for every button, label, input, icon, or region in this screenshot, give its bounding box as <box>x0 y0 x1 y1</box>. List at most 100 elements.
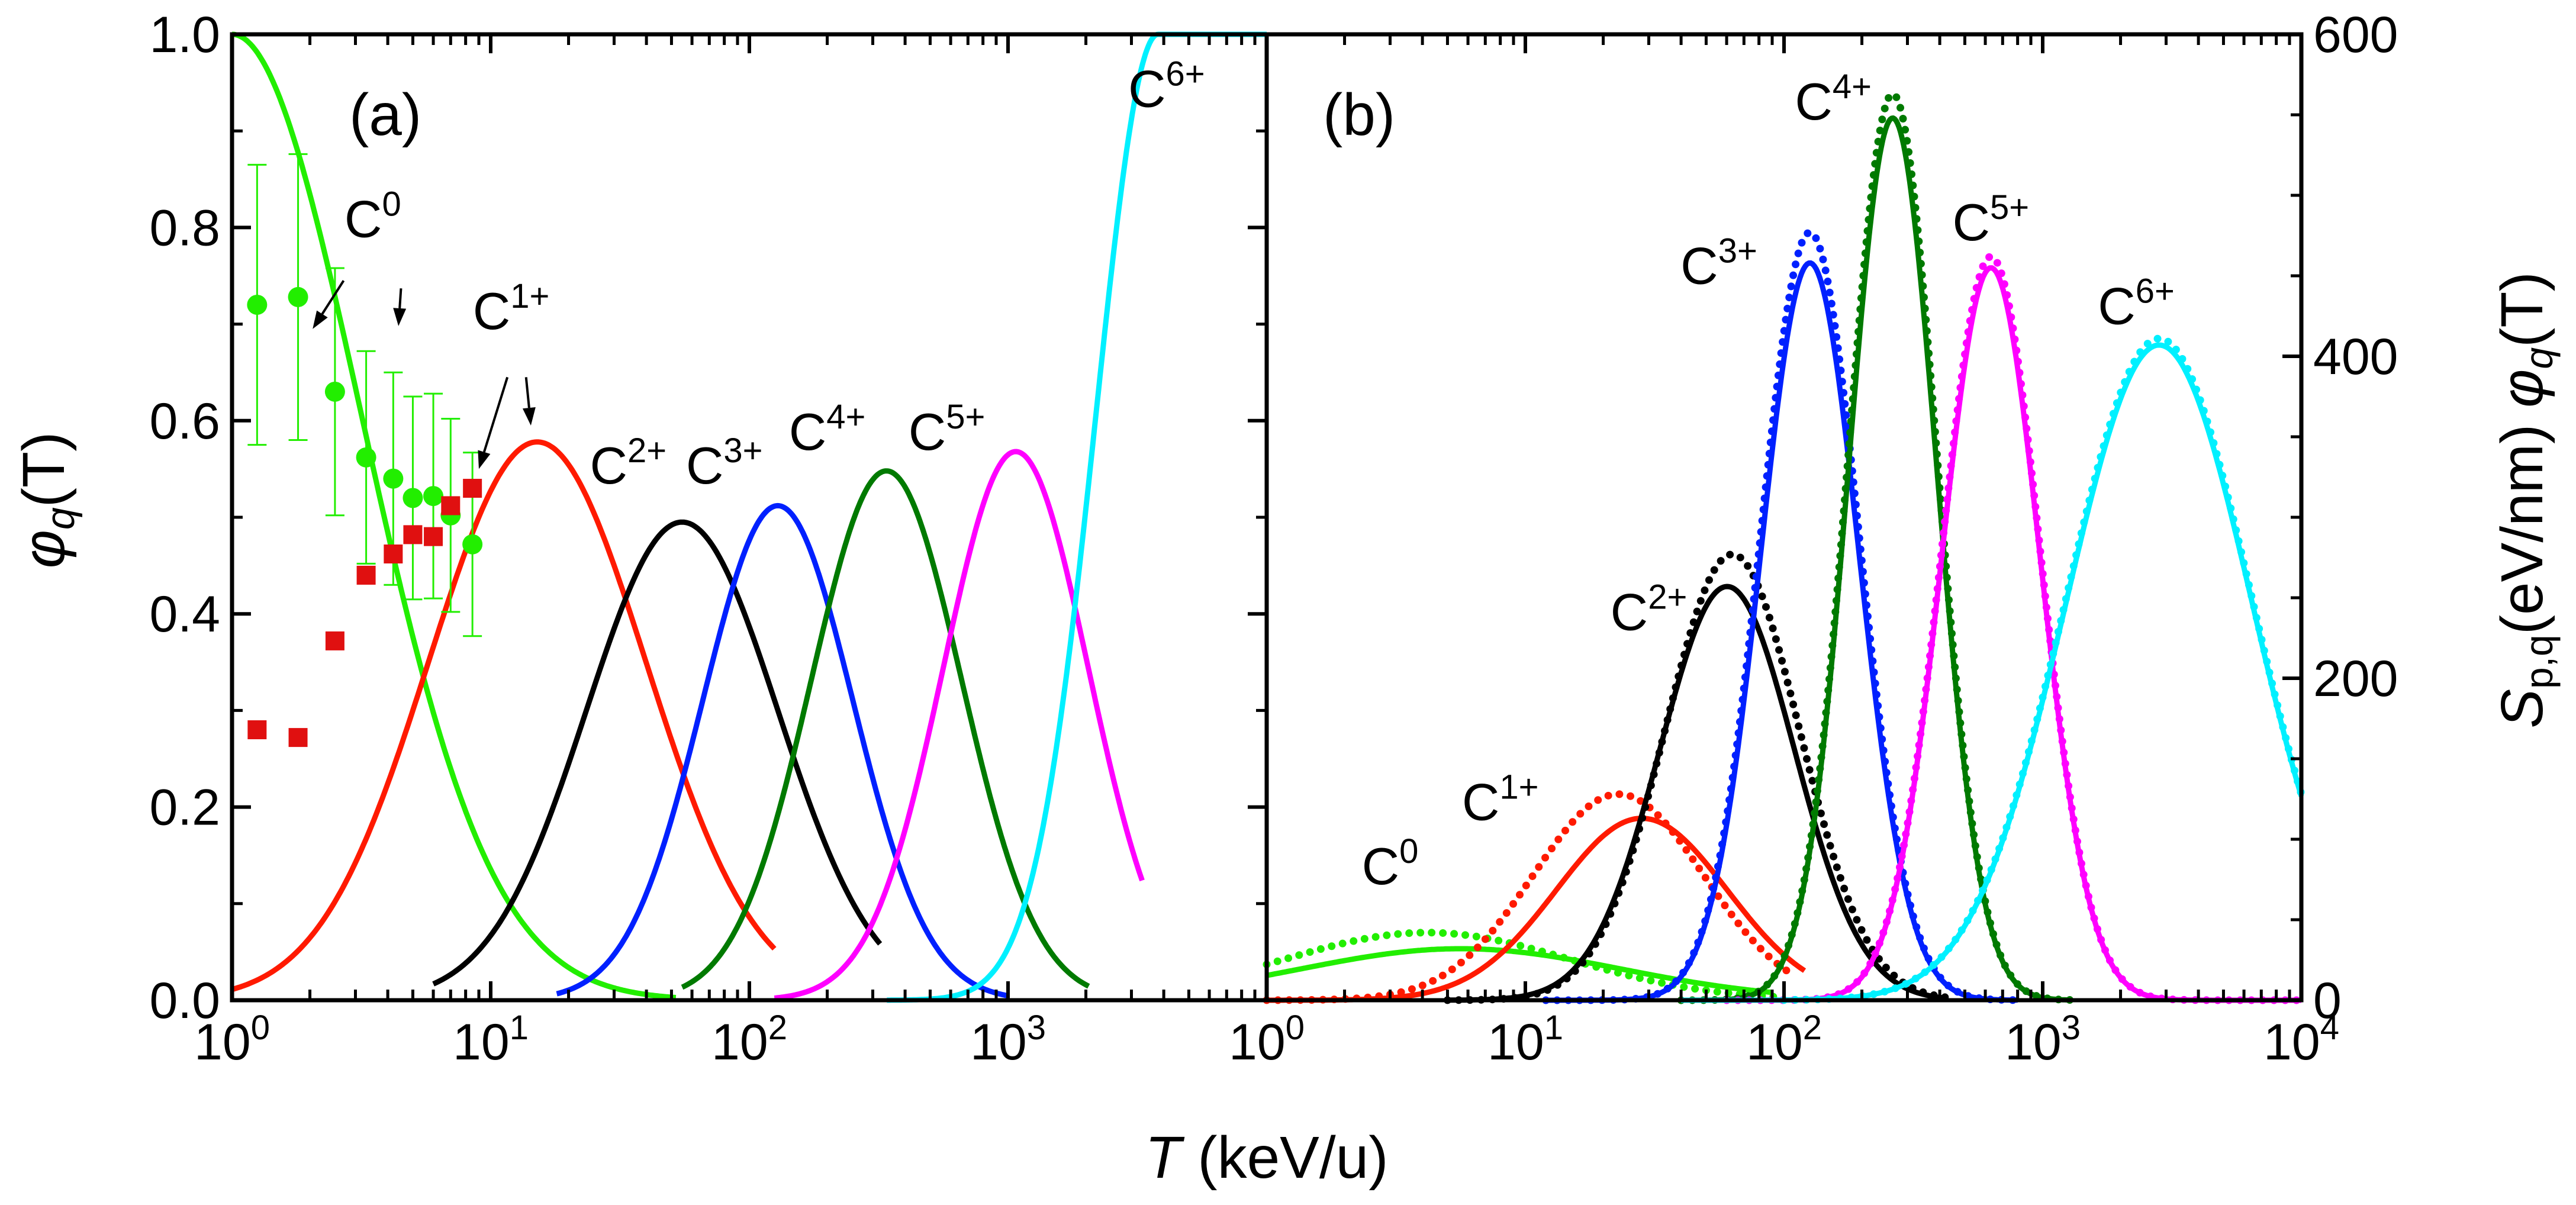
ion-label-element: C <box>1462 772 1500 831</box>
ion-label-charge: 4+ <box>826 398 865 436</box>
series-C4plus-solid-line <box>681 468 1090 990</box>
ion-label-element: C <box>1795 72 1833 131</box>
c0-experimental-point <box>356 447 376 468</box>
panel-a-ion-label-C6plus: C6+ <box>1128 54 1205 118</box>
annotation-arrow <box>482 376 509 453</box>
y-axis-subscript: q <box>38 507 83 530</box>
c0-experimental-point <box>247 294 268 315</box>
annotation-arrowhead <box>393 308 407 326</box>
ion-label-charge: 5+ <box>1990 188 2029 227</box>
panel-b-y-ticks: 0 200 400 600 <box>2282 7 2398 1029</box>
tick-base: 10 <box>1229 1014 1286 1071</box>
c1plus-experimental-point <box>247 720 267 740</box>
ion-label-charge: 2+ <box>627 431 666 470</box>
panel-b-y-tick-label: 400 <box>2313 328 2398 385</box>
ion-label-charge: 5+ <box>946 398 985 436</box>
panel-b-frame <box>1264 32 2304 1003</box>
ion-label-charge: 6+ <box>2136 272 2175 311</box>
c1plus-experimental-point <box>463 479 482 498</box>
panel-a-y-tick-label: 0.4 <box>149 586 220 643</box>
ion-label-charge: 0 <box>1399 832 1418 871</box>
ion-label-element: C <box>1680 237 1718 295</box>
ion-label-charge: 1+ <box>1499 768 1538 806</box>
series-C0-solid-line <box>231 31 677 1000</box>
ion-label-charge: 6+ <box>1166 54 1205 93</box>
ion-label-element: C <box>473 282 511 340</box>
panel-a-y-tick-label: 0.2 <box>149 779 220 836</box>
tick-base: 10 <box>711 1014 768 1071</box>
c1plus-experimental-point <box>384 544 403 564</box>
c1plus-experimental-point <box>288 728 308 748</box>
tick-base: 10 <box>1746 1014 1803 1071</box>
y-axis-main: S <box>2489 689 2555 729</box>
ion-label-element: C <box>344 190 382 249</box>
c0-experimental-point <box>423 486 444 507</box>
tick-base: 10 <box>2005 1014 2062 1071</box>
c1plus-experimental-point <box>424 527 443 546</box>
panel-b-ion-label-C3plus: C3+ <box>1680 232 1757 295</box>
annotation-arrow <box>524 377 530 408</box>
ion-label-charge: 2+ <box>1648 578 1687 616</box>
series-C6plus-dotted-line <box>1780 334 2305 1004</box>
panel-a-x-tick-label: 100 <box>194 1009 270 1071</box>
x-axis-variable: T <box>1145 1125 1184 1191</box>
ion-label-charge: 3+ <box>1718 232 1757 270</box>
panel-b-ion-label-C4plus: C4+ <box>1795 67 1872 131</box>
panel-b-y-axis-title: Sp,q(eV/nm) φq(T) <box>2489 272 2561 729</box>
panel-b-ion-label-C1plus: C1+ <box>1462 768 1539 831</box>
tick-base: 10 <box>970 1014 1027 1071</box>
panel-a-experimental-points <box>247 153 483 748</box>
tick-exponent: 0 <box>251 1009 270 1047</box>
tick-exponent: 4 <box>2320 1009 2339 1047</box>
x-axis-unit: (keV/u) <box>1181 1125 1388 1191</box>
panel-a-x-tick-label: 101 <box>453 1009 529 1071</box>
tick-base: 10 <box>2263 1014 2320 1071</box>
panel-a-ion-label-C0: C0 <box>344 185 401 249</box>
panel-b-x-tick-label: 101 <box>1487 1009 1563 1071</box>
annotation-arrow <box>321 280 345 315</box>
c0-experimental-point <box>288 286 308 307</box>
panel-b-y-tick-label: 600 <box>2313 7 2398 63</box>
annotation-arrowhead <box>313 310 328 329</box>
panel-b-ion-label-C2plus: C2+ <box>1611 578 1688 641</box>
c0-experimental-point <box>324 381 345 402</box>
panel-b-ion-label-C5plus: C5+ <box>1952 188 2029 252</box>
ion-label-element: C <box>1128 59 1166 118</box>
panel-b-ion-label-C6plus: C6+ <box>2098 272 2175 336</box>
ion-label-element: C <box>686 436 724 495</box>
tick-exponent: 1 <box>1544 1009 1563 1047</box>
ion-label-charge: 0 <box>382 185 401 224</box>
panel-b-x-tick-label: 100 <box>1229 1009 1305 1071</box>
panel-b-label: (b) <box>1323 82 1395 148</box>
panel-a-ion-label-C1plus: C1+ <box>473 277 550 340</box>
panel-a-x-tick-label: 103 <box>970 1009 1046 1071</box>
panel-a-y-tick-label: 0.6 <box>149 393 220 450</box>
ion-label-charge: 3+ <box>723 431 762 470</box>
y-axis-subscript-pq: p,q <box>2517 634 2561 689</box>
series-C2plus-solid-line <box>432 519 883 987</box>
tick-base: 10 <box>453 1014 510 1071</box>
panel-a-x-tick-label: 102 <box>711 1009 787 1071</box>
c0-experimental-point <box>383 468 404 489</box>
tick-exponent: 3 <box>2062 1009 2081 1047</box>
annotation-arrow <box>398 288 402 309</box>
ion-label-charge: 4+ <box>1833 67 1872 106</box>
panel-b-y-tick-label: 0 <box>2313 972 2342 1029</box>
panel-a-ion-label-C4plus: C4+ <box>789 398 866 461</box>
tick-exponent: 2 <box>768 1009 787 1047</box>
annotation-arrowhead <box>522 407 536 426</box>
series-C2plus-dotted-line <box>1443 550 1949 1004</box>
panel-a-y-tick-label: 0.8 <box>149 199 220 256</box>
tick-exponent: 3 <box>1027 1009 1046 1047</box>
ion-label-element: C <box>1611 582 1648 641</box>
series-C3plus-solid-line <box>556 502 1009 998</box>
ion-label-element: C <box>2098 277 2136 336</box>
annotation-arrowhead <box>478 450 491 469</box>
c0-experimental-point <box>402 488 423 508</box>
panel-b-x-tick-label: 104 <box>2263 1009 2339 1071</box>
c1plus-experimental-point <box>403 525 423 544</box>
tick-exponent: 1 <box>510 1009 529 1047</box>
